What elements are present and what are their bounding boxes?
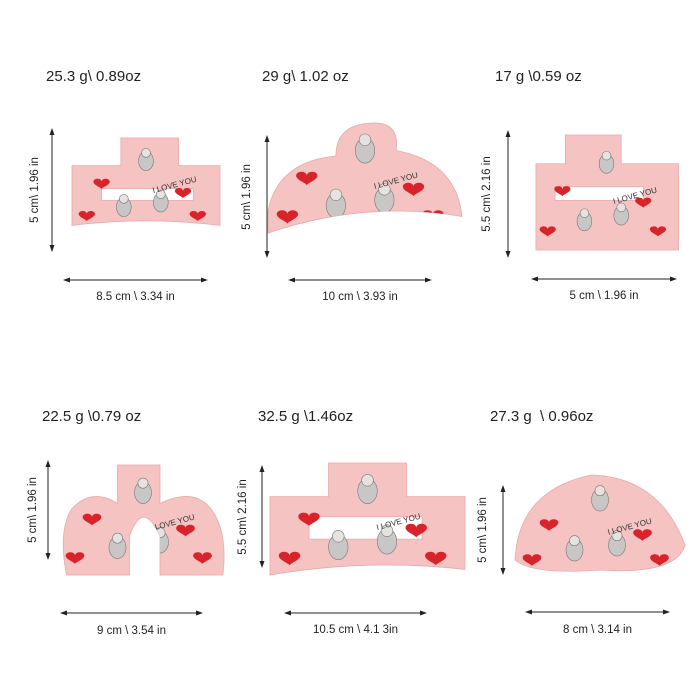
heart-print [189, 210, 206, 222]
width-label: 10 cm \ 3.93 in [322, 291, 398, 303]
height-arrow [49, 128, 55, 252]
height-arrow [500, 485, 506, 575]
height-arrow [45, 460, 51, 560]
sloth-print [613, 202, 629, 226]
sloth-print [376, 524, 398, 555]
sloth-print [153, 189, 169, 213]
width-arrow [288, 277, 432, 283]
height-label: 5 cm\ 1.96 in [29, 157, 41, 223]
sloth-print [608, 530, 626, 557]
hair-claw-clip-image: I LOVE YOU [269, 462, 466, 576]
width-label: 8.5 cm \ 3.34 in [96, 291, 175, 303]
heart-print [82, 513, 102, 526]
sloth-print [328, 530, 349, 560]
heart-print [539, 519, 559, 532]
width-label: 8 cm \ 3.14 in [562, 624, 633, 636]
sloth-print [576, 208, 593, 232]
heart-print [93, 178, 110, 190]
width-label: 10.5 cm \ 4.1 3in [312, 624, 399, 636]
width-label: 9 cm \ 3.54 in [96, 625, 167, 637]
sloth-print [598, 150, 615, 174]
hair-claw-clip-image: I LOVE YOU [535, 134, 679, 251]
width-arrow [63, 277, 208, 283]
height-arrow [264, 135, 270, 258]
heart-print [78, 210, 95, 222]
hair-claw-clip-image: I LOVE YOU [71, 137, 221, 226]
height-arrow [259, 465, 265, 568]
sloth-print [325, 188, 346, 219]
heart-print [402, 182, 425, 197]
sloth-print [357, 474, 378, 504]
heart-print [278, 551, 301, 566]
hair-claw-clip-image: I LOVE YOU [62, 464, 225, 576]
heart-print [554, 186, 571, 197]
sloth-print [374, 183, 395, 213]
width-arrow [284, 610, 427, 616]
heart-print [539, 226, 556, 237]
sloth-print [355, 133, 376, 164]
height-label: 5 cm\ 1.96 in [241, 163, 253, 230]
heart-print [174, 187, 192, 199]
sloth-print [116, 194, 132, 217]
weight-label: 29 g\ 1.02 oz [262, 68, 349, 85]
sloth-print [591, 485, 609, 512]
heart-print [650, 554, 669, 567]
weight-label: 25.3 g\ 0.89oz [46, 68, 142, 85]
sloth-print [108, 532, 127, 559]
weight-label: 32.5 g \1.46oz [258, 408, 354, 425]
heart-print [298, 512, 320, 527]
heart-print [296, 171, 318, 186]
sloth-print [138, 148, 154, 171]
width-label: 5 cm \ 1.96 in [569, 290, 639, 302]
heart-print [635, 197, 652, 208]
heart-print [405, 523, 427, 538]
heart-print [193, 552, 212, 565]
height-label: 5.5 cm\ 2.16 in [481, 156, 493, 232]
heart-print [522, 554, 542, 567]
height-label: 5 cm\ 1.96 in [27, 477, 39, 543]
height-label: 5.5 cm\ 2.16 in [237, 478, 249, 555]
heart-print [425, 551, 447, 566]
weight-label: 22.5 g \0.79 oz [42, 408, 142, 425]
heart-print [633, 529, 652, 542]
weight-label: 27.3 g \ 0.96oz [490, 408, 594, 425]
width-arrow [60, 610, 203, 616]
width-arrow [525, 609, 670, 615]
hair-claw-clip-image: I LOVE YOU [267, 122, 463, 234]
height-label: 5 cm\ 1.96 in [477, 497, 489, 563]
heart-print [176, 524, 195, 537]
sloth-print [134, 477, 152, 504]
heart-print [276, 210, 299, 224]
width-arrow [531, 276, 677, 282]
heart-print [649, 226, 667, 237]
hair-claw-clip-image: I LOVE YOU [514, 474, 686, 572]
sloth-print [565, 535, 584, 562]
heart-print [65, 552, 85, 565]
weight-label: 17 g \0.59 oz [495, 68, 582, 85]
height-arrow [505, 130, 511, 258]
